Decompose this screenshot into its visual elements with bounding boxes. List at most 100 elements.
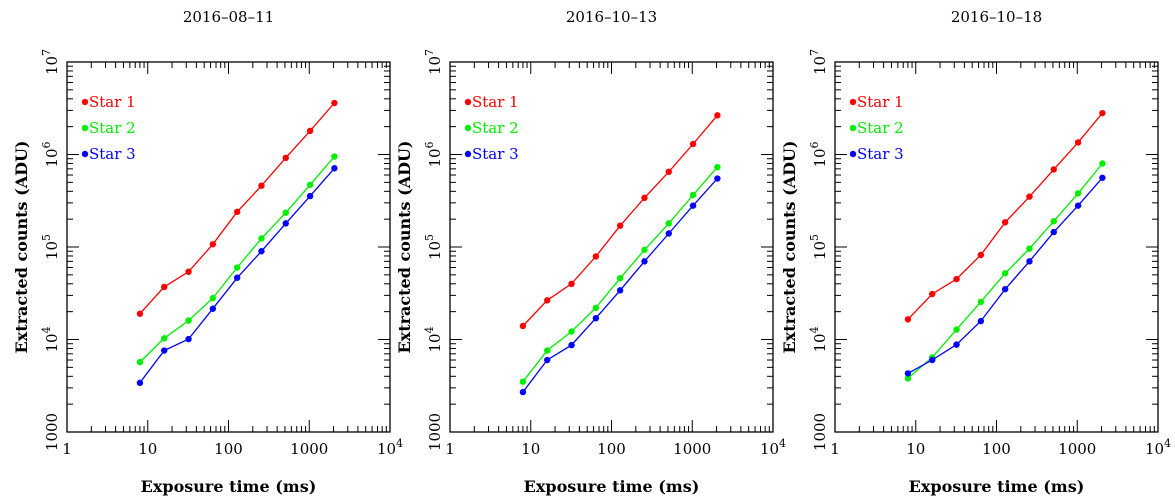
data-point-star-1 [665, 168, 672, 176]
data-point-star-1 [1050, 166, 1057, 173]
data-point-star-2 [568, 328, 575, 335]
x-tick-label: 100 [214, 440, 243, 458]
data-point-star-2 [233, 264, 241, 271]
y-axis-label: Extracted counts (ADU) [780, 140, 799, 353]
x-tick-label: 1 [445, 440, 455, 458]
data-point-star-1 [929, 290, 936, 298]
y-tick-label: 105 [423, 234, 444, 260]
y-tick-label: 106 [423, 141, 444, 167]
x-axis-label: Exposure time (ms) [141, 477, 317, 496]
legend-label-star-2: Star 2 [89, 119, 136, 137]
x-tick-label: 1 [62, 440, 72, 458]
chart-panel-2: 2016–10–13 1 10 100 1000 104 1000 104 105 106 107 E… [395, 8, 786, 496]
data-point-star-2 [616, 274, 624, 282]
chart-title: 2016–10–13 [566, 8, 657, 26]
data-point-star-3 [282, 220, 289, 227]
data-point-star-2 [1099, 160, 1106, 167]
data-point-star-3 [258, 248, 265, 255]
data-point-star-3 [544, 356, 551, 364]
x-tick-label: 100 [982, 440, 1011, 458]
data-point-star-3 [185, 335, 192, 343]
chart-title: 2016–08–11 [183, 8, 274, 26]
y-tick-label: 1000 [43, 413, 61, 451]
data-point-star-3 [1001, 285, 1009, 293]
x-tick-label: 104 [377, 437, 403, 458]
data-point-star-1 [1026, 193, 1033, 200]
data-point-star-3 [209, 305, 217, 312]
data-point-star-2 [1001, 270, 1009, 277]
legend-marker-star-3 [81, 150, 89, 158]
data-point-star-2 [136, 358, 144, 366]
legend-marker-star-2 [464, 124, 472, 132]
x-tick-label: 10 [906, 440, 925, 458]
data-point-star-2 [592, 304, 600, 312]
series-line-star-2 [139, 156, 335, 363]
y-tick-label: 107 [808, 49, 829, 75]
y-tick-label: 104 [40, 326, 61, 352]
data-point-star-1 [1099, 109, 1106, 117]
y-tick-label: 104 [808, 326, 829, 352]
chart-panel-3: 2016–10–18 1 10 100 1000 104 1000 104 105 106 107 E… [780, 8, 1171, 496]
y-tick-label: 1000 [426, 413, 444, 451]
x-tick-label: 1000 [673, 440, 711, 458]
data-point-star-1 [209, 241, 217, 248]
data-point-star-1 [185, 268, 192, 275]
data-point-star-2 [641, 246, 648, 254]
legend-label-star-1: Star 1 [472, 93, 519, 111]
series-line-star-3 [522, 178, 718, 393]
data-point-star-3 [519, 388, 527, 396]
data-point-star-2 [977, 298, 985, 306]
y-tick-label: 104 [423, 326, 444, 352]
plot-frame [449, 61, 774, 433]
legend-label-star-1: Star 1 [857, 93, 904, 111]
x-tick-label: 104 [760, 437, 786, 458]
data-point-star-3 [592, 314, 600, 322]
chart-panel-1: 2016–08–11 1 10 100 1000 104 1000 104 105 106 107 E… [12, 8, 403, 496]
data-point-star-1 [544, 297, 551, 304]
data-point-star-2 [904, 375, 912, 382]
legend-label-star-1: Star 1 [89, 93, 136, 111]
data-point-star-3 [929, 356, 936, 364]
data-point-star-3 [904, 370, 912, 377]
series-line-star-1 [522, 114, 718, 327]
legend-label-star-2: Star 2 [857, 119, 904, 137]
y-tick-label: 1000 [811, 413, 829, 451]
legend-marker-star-2 [849, 124, 857, 132]
y-tick-label: 107 [423, 49, 444, 75]
data-point-star-1 [233, 208, 241, 216]
x-tick-label: 1 [830, 440, 840, 458]
y-tick-label: 107 [40, 49, 61, 75]
x-tick-label: 1000 [290, 440, 328, 458]
data-point-star-1 [689, 140, 697, 148]
data-point-star-1 [904, 316, 912, 323]
data-point-star-1 [592, 253, 600, 260]
legend-marker-star-3 [849, 150, 857, 158]
data-point-star-1 [282, 154, 289, 162]
data-point-star-1 [641, 194, 648, 202]
data-point-star-3 [1074, 202, 1082, 209]
data-point-star-2 [689, 191, 697, 199]
legend-marker-star-2 [81, 124, 89, 132]
y-axis-label: Extracted counts (ADU) [12, 140, 31, 353]
data-point-star-3 [665, 230, 672, 237]
data-point-star-3 [953, 341, 960, 348]
data-point-star-1 [519, 322, 527, 330]
series-line-star-2 [522, 166, 718, 383]
x-tick-label: 104 [1145, 437, 1171, 458]
data-point-star-3 [136, 379, 144, 387]
data-point-star-1 [953, 275, 960, 283]
data-point-star-3 [233, 274, 241, 281]
y-tick-label: 105 [40, 234, 61, 260]
data-point-star-2 [1074, 190, 1082, 197]
data-point-star-3 [331, 165, 338, 172]
data-point-star-3 [1099, 174, 1106, 181]
legend-marker-star-1 [849, 98, 857, 106]
plot-frame [66, 61, 391, 433]
data-point-star-2 [1026, 245, 1033, 252]
data-point-star-2 [161, 335, 168, 342]
data-point-star-1 [616, 222, 624, 229]
data-point-star-1 [161, 283, 168, 291]
data-point-star-3 [714, 175, 721, 182]
data-point-star-1 [1001, 219, 1009, 226]
